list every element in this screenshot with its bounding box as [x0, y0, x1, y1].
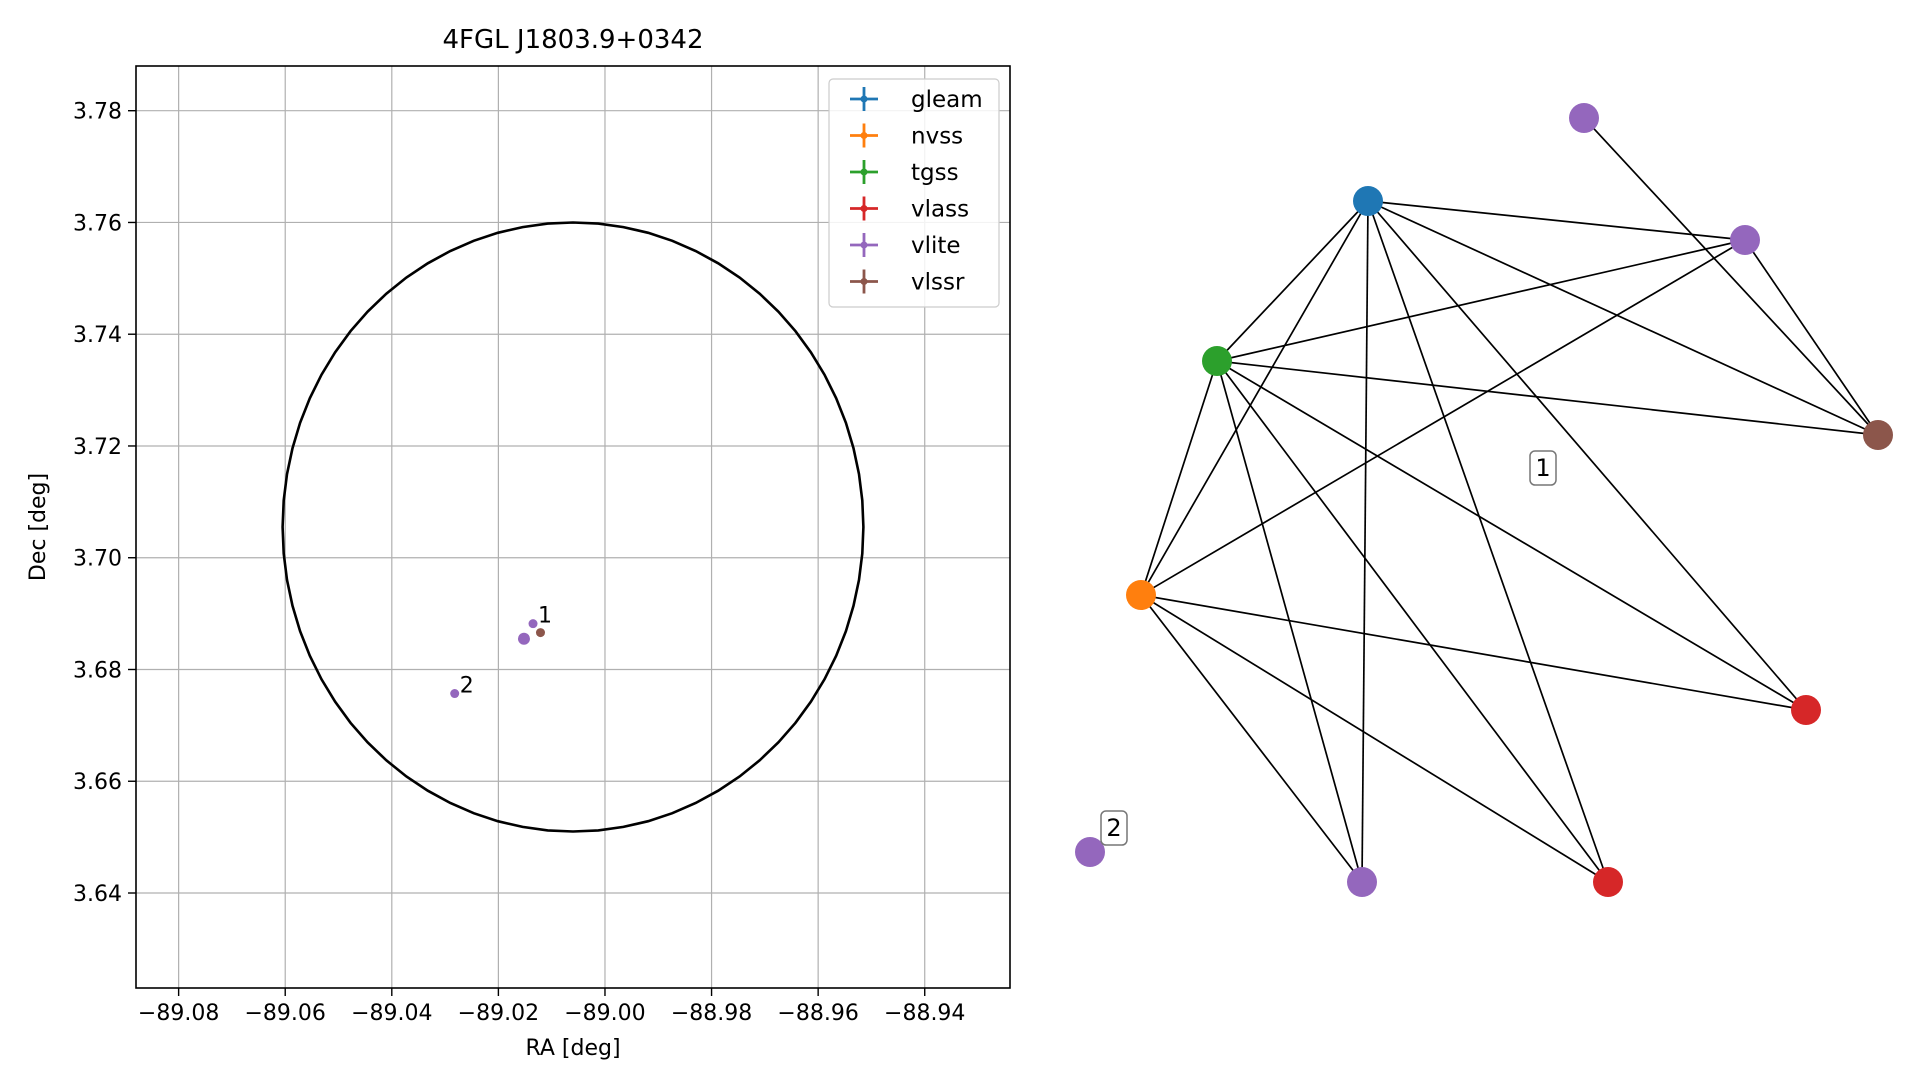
- x-tick-label: −88.98: [671, 1001, 752, 1026]
- vlite-point: [517, 632, 530, 645]
- x-tick-label: −89.08: [138, 1001, 219, 1026]
- y-tick-label: 3.70: [73, 547, 122, 572]
- legend-marker: [860, 95, 868, 103]
- network-edge: [1367, 200, 1879, 436]
- legend-label: nvss: [911, 124, 963, 150]
- legend-marker: [860, 241, 868, 249]
- network-edge: [1216, 239, 1746, 362]
- legend: gleam nvss tgss vlass vlite vlssr: [828, 78, 1000, 308]
- network-edge: [1216, 360, 1807, 711]
- network-node-vlssr: [1863, 420, 1893, 450]
- network-node-vlite-a: [1569, 103, 1599, 133]
- legend-label: gleam: [911, 87, 983, 113]
- network-edge: [1361, 200, 1369, 883]
- network-node-vlite-b: [1730, 225, 1760, 255]
- network-nodes: [1075, 103, 1893, 897]
- x-ticks: −89.08 −89.06 −89.04 −89.02 −89.00 −88.98 −88.…: [138, 988, 965, 1026]
- x-tick-label: −89.04: [351, 1001, 432, 1026]
- legend-label: vlite: [911, 233, 961, 259]
- network-edge: [1140, 594, 1609, 883]
- group-label-2: 2: [1100, 810, 1128, 846]
- vlite-point: [528, 619, 538, 629]
- point-annotation: 1: [538, 604, 552, 629]
- annotations: 12: [460, 604, 552, 699]
- group-label-1-text: 1: [1535, 454, 1550, 482]
- y-ticks: 3.64 3.66 3.68 3.70 3.72 3.74 3.76 3.78: [73, 100, 136, 907]
- network-edge: [1583, 117, 1879, 436]
- y-tick-label: 3.72: [73, 435, 122, 460]
- y-tick-label: 3.66: [73, 770, 122, 795]
- x-tick-label: −89.00: [564, 1001, 645, 1026]
- legend-marker: [860, 278, 868, 285]
- legend-label: vlssr: [911, 270, 965, 296]
- data-points: [450, 619, 545, 699]
- y-tick-label: 3.68: [73, 658, 122, 683]
- legend-marker: [860, 132, 868, 139]
- x-tick-label: −88.94: [884, 1001, 965, 1026]
- network-node-gleam: [1353, 186, 1383, 216]
- network-edge: [1367, 200, 1807, 711]
- legend-marker: [860, 205, 868, 212]
- legend-label: tgss: [911, 160, 959, 186]
- x-tick-label: −89.02: [458, 1001, 539, 1026]
- legend-label: vlass: [911, 197, 969, 223]
- group-label-1: 1: [1529, 450, 1557, 486]
- y-tick-label: 3.64: [73, 882, 122, 907]
- vlite-point: [450, 689, 460, 699]
- network-node-vlite-c: [1347, 867, 1377, 897]
- network-node-vlass-b: [1593, 867, 1623, 897]
- x-tick-label: −89.06: [245, 1001, 326, 1026]
- network-node-vlass-a: [1791, 695, 1821, 725]
- x-tick-label: −88.96: [777, 1001, 858, 1026]
- y-tick-label: 3.76: [73, 211, 122, 236]
- group-label-2-text: 2: [1106, 814, 1121, 842]
- network-edge: [1140, 594, 1363, 883]
- localization-circle-path: [281, 221, 865, 833]
- chart-title: 4FGL J1803.9+0342: [443, 25, 704, 55]
- sky-scatter-plot: 4FGL J1803.9+0342 12 −89.08 −89.06 −89.04−…: [26, 25, 1011, 1061]
- network-edge: [1367, 200, 1746, 241]
- network-node-tgss: [1202, 346, 1232, 376]
- x-axis-label: RA [deg]: [525, 1036, 620, 1061]
- y-tick-label: 3.74: [73, 323, 122, 348]
- network-edge: [1140, 200, 1369, 596]
- network-edge: [1216, 360, 1879, 436]
- network-edge: [1744, 239, 1879, 436]
- network-node-vlite-d: [1075, 837, 1105, 867]
- network-edges: [1140, 117, 1879, 883]
- network-edge: [1216, 200, 1369, 362]
- network-edge: [1140, 360, 1218, 596]
- network-edge: [1216, 360, 1609, 883]
- source-network-graph: 1 2: [1075, 103, 1893, 897]
- localization-circle: [281, 221, 865, 833]
- point-annotation: 2: [460, 674, 474, 699]
- network-edge: [1140, 594, 1807, 711]
- network-edge: [1140, 239, 1746, 596]
- legend-marker: [860, 168, 868, 176]
- network-node-nvss: [1126, 580, 1156, 610]
- y-tick-label: 3.78: [73, 100, 122, 125]
- plot-frame: [135, 65, 1011, 989]
- grid: [136, 66, 1010, 988]
- network-edge: [1367, 200, 1609, 883]
- y-axis-label: Dec [deg]: [26, 473, 51, 581]
- vlssr-point: [535, 628, 545, 638]
